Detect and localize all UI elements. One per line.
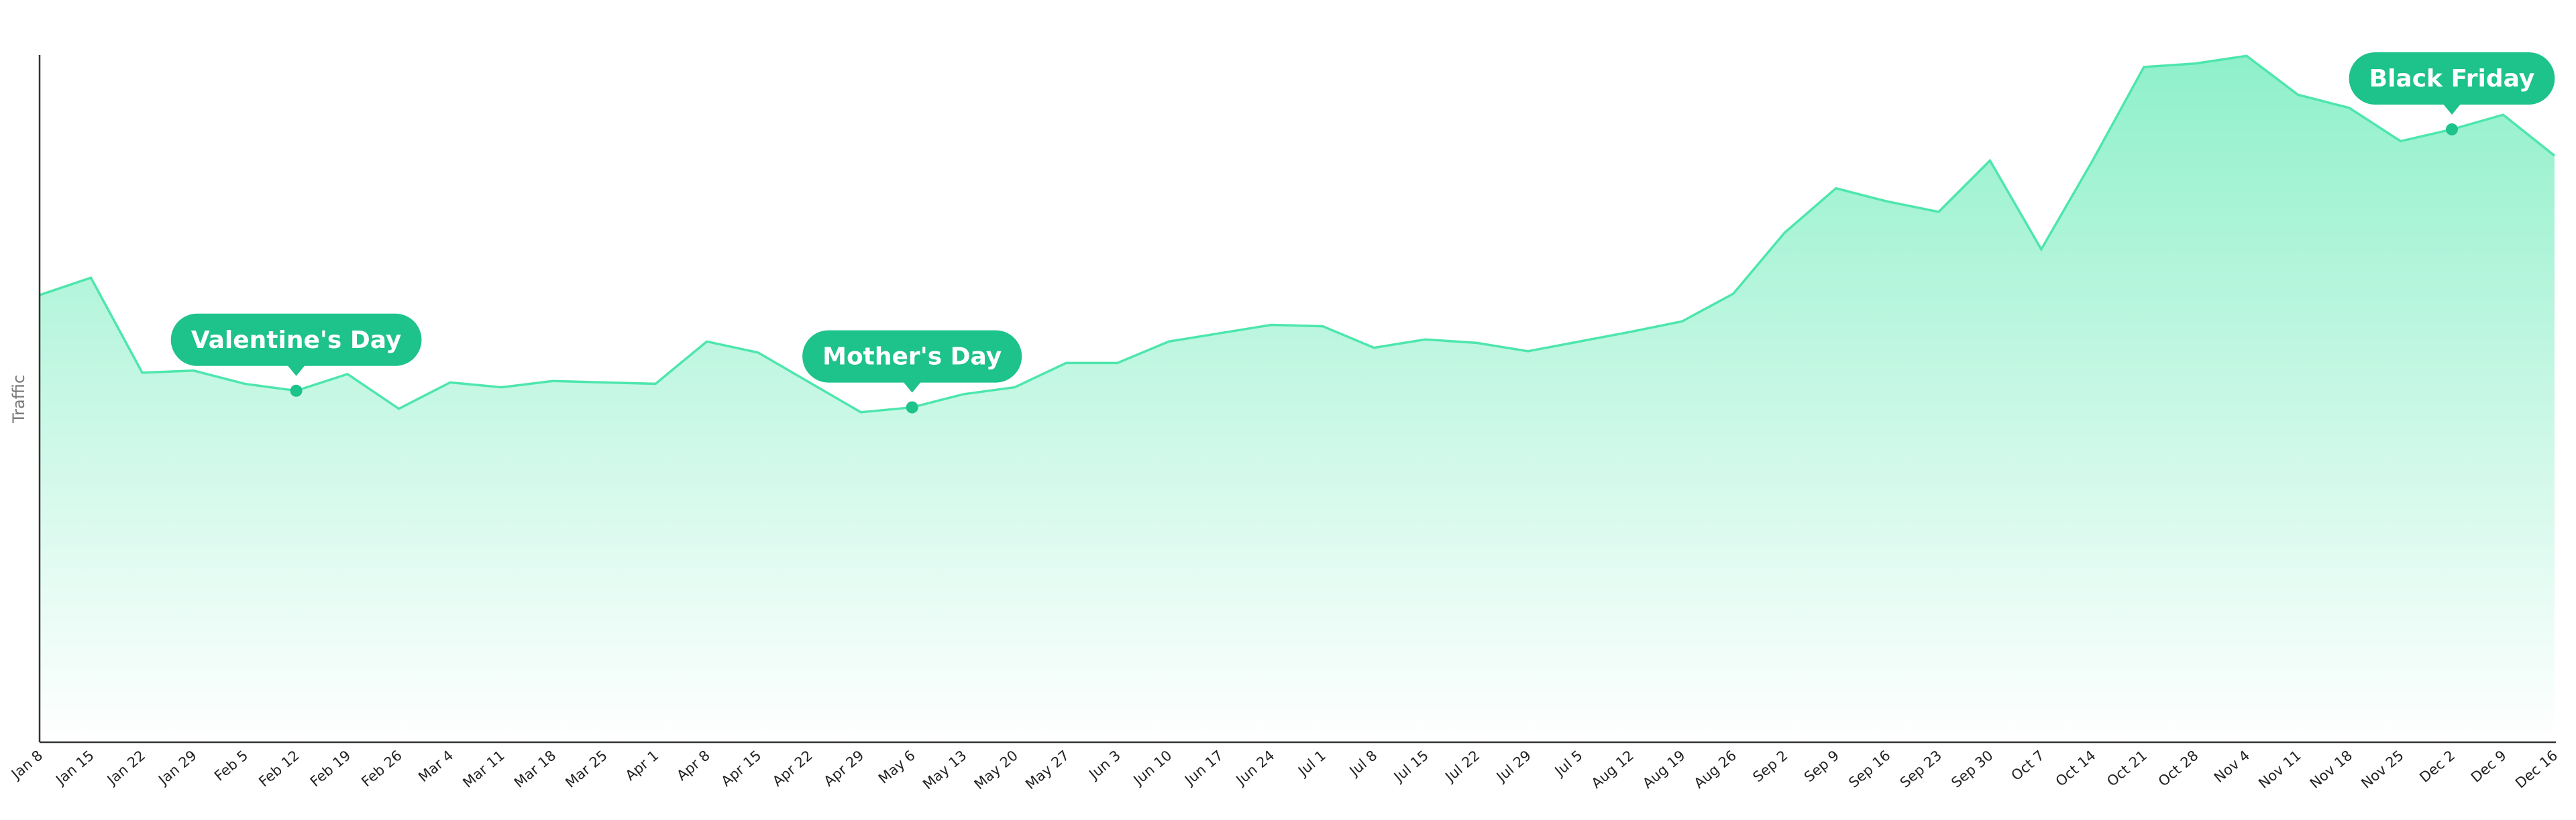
annotation: Black Friday	[2349, 52, 2555, 135]
x-tick-label: Jul 5	[1551, 747, 1586, 780]
x-tick-label: Mar 25	[562, 747, 610, 790]
annotation-dot	[906, 401, 918, 414]
annotation-label: Mother's Day	[822, 343, 1002, 371]
x-tick-label: Aug 19	[1640, 747, 1688, 791]
annotation: Valentine's Day	[170, 313, 422, 397]
x-tick-label: Oct 28	[2155, 747, 2202, 789]
annotation-label: Valentine's Day	[191, 327, 402, 354]
x-tick-label: Jul 15	[1390, 747, 1432, 785]
x-tick-label: Oct 7	[2008, 747, 2048, 784]
x-tick-label: Apr 1	[623, 747, 662, 784]
x-tick-label: Jan 29	[154, 747, 199, 788]
x-tick-label: Jul 8	[1346, 747, 1381, 780]
x-tick-label: Feb 26	[358, 747, 405, 790]
x-tick-label: Jun 3	[1085, 747, 1123, 783]
x-tick-label: Feb 5	[211, 747, 251, 784]
x-tick-label: Nov 25	[2358, 747, 2406, 791]
x-tick-label: Mar 18	[511, 747, 559, 790]
area	[40, 56, 2555, 743]
x-tick-label: Nov 18	[2307, 747, 2355, 791]
x-tick-label: Dec 9	[2468, 747, 2510, 785]
x-tick-label: Jul 29	[1493, 747, 1534, 785]
x-tick-label: Aug 26	[1691, 747, 1739, 791]
x-tick-label: Nov 11	[2255, 747, 2304, 791]
x-tick-label: Oct 14	[2053, 747, 2099, 789]
x-tick-label: Jul 22	[1442, 747, 1483, 785]
annotation-dot	[2445, 123, 2458, 135]
x-tick-label: Feb 12	[256, 747, 302, 790]
x-tick-label: Apr 22	[769, 747, 816, 789]
x-tick-label: Dec 2	[2416, 747, 2458, 785]
annotation-pill	[2349, 52, 2555, 105]
x-tick-label: May 13	[920, 747, 969, 793]
annotation: Mother's Day	[802, 330, 1022, 414]
x-tick-label: Apr 29	[821, 747, 867, 789]
x-tick-label: Jul 1	[1294, 747, 1329, 780]
x-tick-label: Jun 10	[1130, 747, 1175, 788]
x-tick-label: Sep 2	[1750, 747, 1790, 785]
annotation-pointer	[902, 381, 922, 393]
x-tick-label: Mar 11	[460, 747, 507, 790]
line	[39, 54, 2556, 414]
x-tick-label: Jan 22	[103, 747, 148, 788]
x-tick-label: Dec 16	[2512, 747, 2561, 791]
annotation-pointer	[2442, 103, 2461, 115]
x-tick-label: Apr 15	[718, 747, 765, 789]
x-tick-label: Apr 8	[674, 747, 713, 784]
annotation-dot	[290, 384, 303, 397]
annotation-pointer	[286, 364, 306, 376]
x-tick-label: Sep 23	[1897, 747, 1945, 790]
x-tick-label: Sep 30	[1948, 747, 1996, 790]
annotation-label: Black Friday	[2369, 65, 2535, 93]
x-tick-label: Aug 12	[1589, 747, 1637, 791]
x-tick-label: May 20	[971, 747, 1021, 793]
x-tick-label: Sep 9	[1801, 747, 1842, 785]
x-tick-label: Feb 19	[307, 747, 354, 790]
annotation-pill	[170, 313, 422, 366]
x-tick-label: Jan 15	[52, 747, 97, 788]
y-axis-label: Traffic	[9, 375, 28, 424]
x-tick-label: Nov 4	[2211, 747, 2253, 786]
x-tick-label: Sep 16	[1845, 747, 1893, 790]
x-tick-label: Mar 4	[415, 747, 456, 785]
x-tick-label: Oct 21	[2104, 747, 2150, 789]
x-tick-label: May 27	[1022, 747, 1072, 793]
x-tick-label: Jan 8	[7, 747, 46, 782]
x-tick-label: Jun 17	[1181, 747, 1226, 788]
x-tick-label: Jun 24	[1232, 747, 1278, 788]
annotation-pill	[802, 330, 1022, 383]
x-tick-label: May 6	[875, 747, 918, 786]
